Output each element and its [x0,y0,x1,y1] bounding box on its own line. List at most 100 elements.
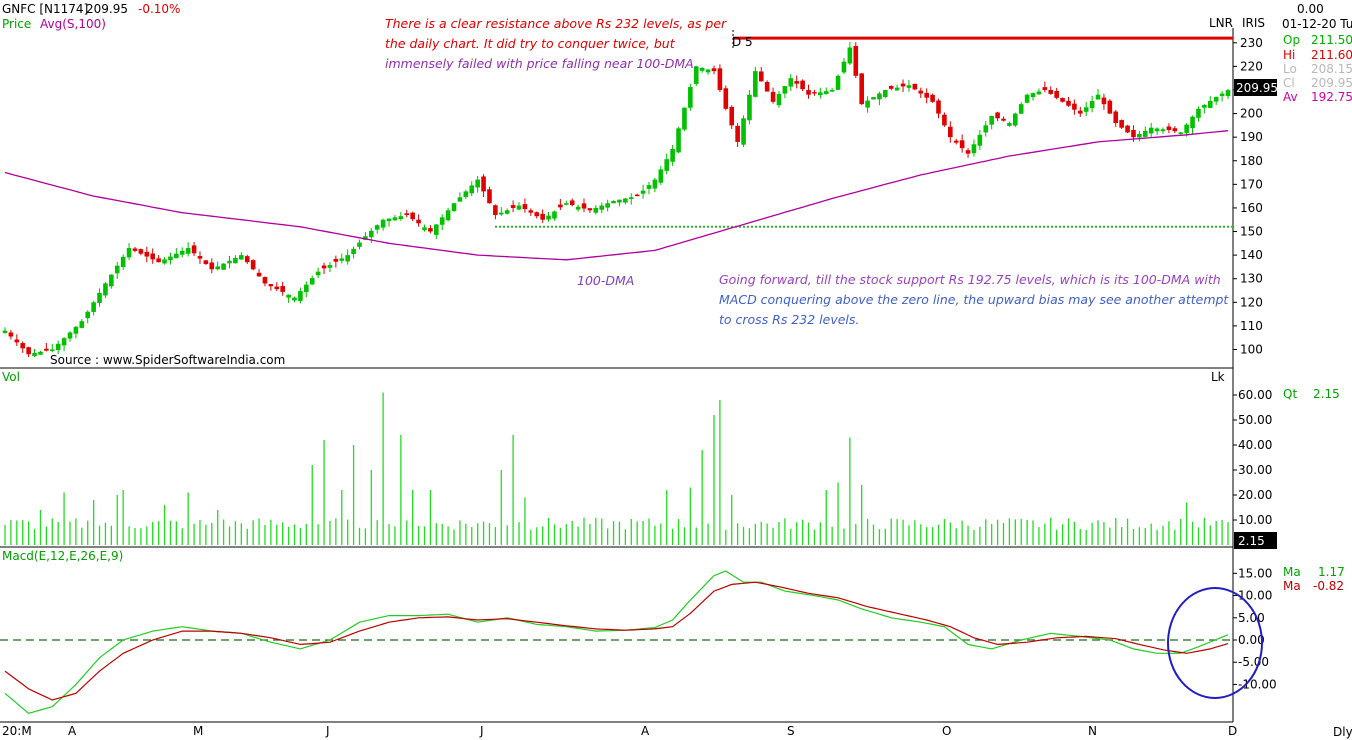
candle-body [705,69,711,73]
candle-body [628,197,634,199]
x-tick-label: J [325,724,330,738]
candle-body [546,215,551,220]
candle-body [416,219,421,224]
macd-ma1-label: Ma [1283,565,1301,579]
candle-body [587,208,593,211]
candle-body [877,93,882,100]
candle-body [948,126,953,138]
info-hi-value: 211.60 [1311,48,1352,62]
candle-body [1018,104,1024,114]
candle-body [433,224,439,235]
candle-body [404,213,410,216]
price-tick-label: 110 [1240,319,1263,333]
candle-body [1066,100,1071,106]
candle-body [333,258,339,262]
candle-body [1213,97,1219,102]
price-study-label: Price [2,17,31,31]
candle-body [1060,97,1065,102]
info-cl-value: 209.95 [1311,76,1352,90]
candle-body [191,245,197,254]
candle-body [977,134,983,146]
dly-label: Dly [1333,725,1352,739]
candle-body [197,256,203,259]
candle-body [989,115,994,125]
lnr-label: LNR [1209,16,1233,30]
candle-body [569,200,575,205]
candle-body [1036,91,1042,95]
price-tick-label: 100 [1240,342,1263,356]
candle-body [221,263,226,270]
resistance-note-line-2: the daily chart. It did try to conquer t… [385,36,675,51]
candle-body [664,159,670,171]
candle-body [298,291,303,301]
forward-note: Going forward, till the stock support Rs… [719,270,1228,330]
candle-body [575,206,581,210]
candle-body [818,92,823,96]
qt-value: 2.15 [1313,387,1340,401]
candle-body [764,82,770,92]
candle-body [806,89,811,95]
candle-body [516,205,522,210]
info-hi-label: Hi [1283,48,1295,62]
signal-line [4,581,1229,701]
candle-body [85,311,91,319]
candle-body [369,230,374,238]
volume-tick-label: 40.00 [1238,438,1272,452]
candle-body [1207,100,1213,108]
candle-body [286,294,291,298]
candle-body [67,332,73,339]
price-tick-label: 180 [1240,154,1263,168]
candle-body [1107,100,1113,114]
candle-body [363,236,368,240]
macd-lines [0,570,1233,714]
candle-body [1054,91,1059,98]
candle-body [1013,113,1018,126]
candle-body [959,140,965,149]
candle-body [1131,130,1136,138]
candle-body [26,347,31,355]
candle-body [971,144,977,154]
candle-body [1042,87,1048,90]
candle-body [552,211,557,219]
price-tick-label: 230 [1240,36,1263,50]
candle-body [753,71,758,97]
candle-body [682,107,687,130]
candle-body [794,81,800,84]
candle-body [693,66,699,84]
candle-body [1202,104,1207,108]
x-tick-label: 20:M [2,724,32,738]
candle-body [676,128,681,153]
candle-body [723,88,729,109]
volume-tick-label: 20.00 [1238,488,1272,502]
candle-body [1072,103,1077,110]
candle-body [38,351,43,355]
candle-body [776,93,782,106]
candle-body [900,83,906,87]
candle-body [1119,120,1124,128]
candle-body [233,257,238,264]
candle-body [386,218,392,222]
candle-body [847,47,853,64]
candle-body [144,251,150,257]
candle-body [103,283,108,296]
candle-body [262,277,268,284]
price-tick-label: 220 [1240,59,1263,73]
price-tick-label: 190 [1240,130,1263,144]
candle-body [1007,123,1012,126]
avg-study-label: Avg(S,100) [40,17,106,31]
candle-body [44,348,49,351]
candle-body [79,321,85,328]
candle-body [1196,108,1201,118]
candle-body [351,248,356,255]
iris-label: IRIS [1242,16,1265,30]
x-tick-label: M [193,724,203,738]
candle-body [14,339,20,343]
dma-line-group [4,130,1229,261]
candle-body [912,83,918,90]
candle-body [357,242,362,247]
chart-frame [0,28,1234,723]
volume-tick-label: 50.00 [1238,413,1272,427]
candle-body [8,332,14,337]
candle-body [73,326,79,334]
candle-body [871,97,876,100]
